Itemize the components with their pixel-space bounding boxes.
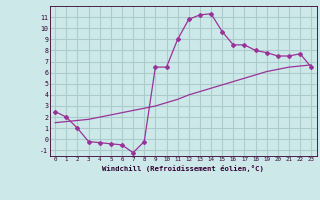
X-axis label: Windchill (Refroidissement éolien,°C): Windchill (Refroidissement éolien,°C) (102, 165, 264, 172)
